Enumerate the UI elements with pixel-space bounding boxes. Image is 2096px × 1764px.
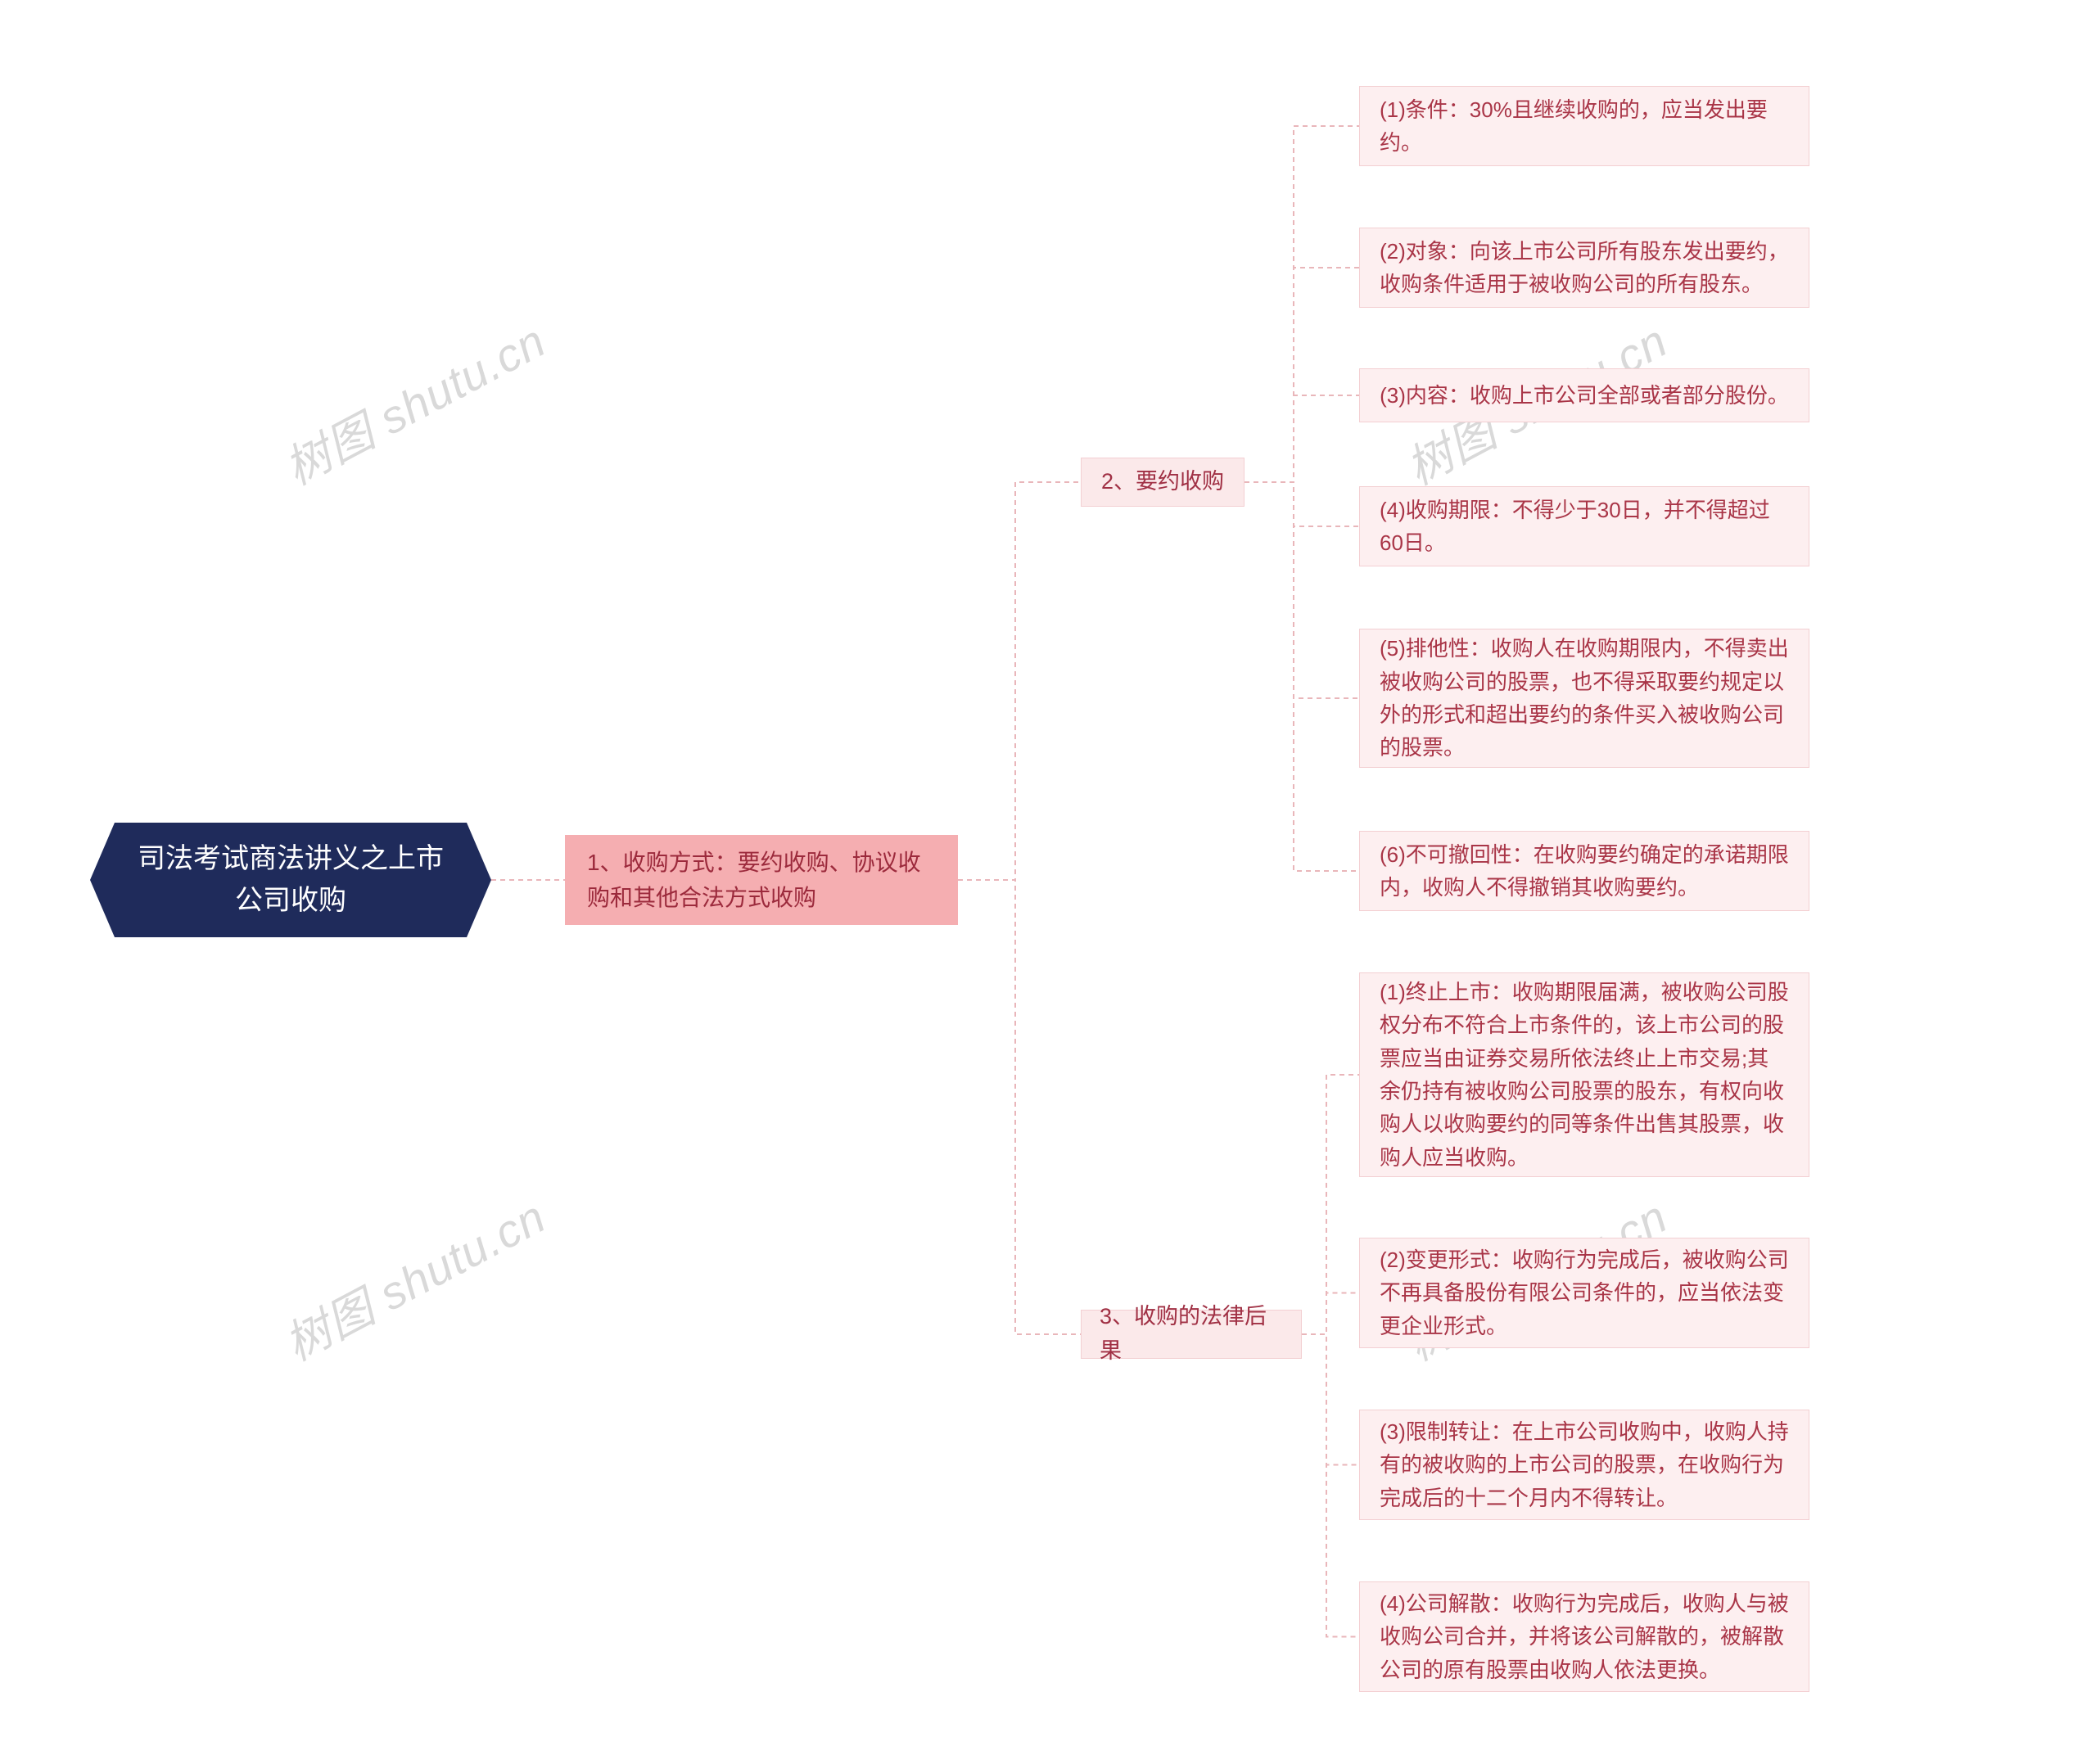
leaf-node: (3)内容：收购上市公司全部或者部分股份。: [1359, 368, 1809, 422]
level2-node: 3、收购的法律后果: [1081, 1310, 1302, 1359]
root-node: 司法考试商法讲义之上市公司收购: [115, 823, 467, 937]
leaf-node: (1)条件：30%且继续收购的，应当发出要约。: [1359, 86, 1809, 166]
leaf-label: (2)对象：向该上市公司所有股东发出要约，收购条件适用于被收购公司的所有股东。: [1380, 235, 1789, 301]
leaf-label: (3)内容：收购上市公司全部或者部分股份。: [1380, 379, 1789, 412]
root-label: 司法考试商法讲义之上市公司收购: [131, 838, 450, 922]
level2-label: 2、要约收购: [1101, 465, 1224, 499]
level1-node: 1、收购方式：要约收购、协议收购和其他合法方式收购: [565, 835, 958, 925]
watermark: 树图 shutu.cn: [271, 1181, 555, 1374]
leaf-label: (4)收购期限：不得少于30日，并不得超过60日。: [1380, 494, 1789, 560]
leaf-node: (3)限制转让：在上市公司收购中，收购人持有的被收购的上市公司的股票，在收购行为…: [1359, 1410, 1809, 1520]
leaf-node: (2)变更形式：收购行为完成后，被收购公司不再具备股份有限公司条件的，应当依法变…: [1359, 1238, 1809, 1348]
leaf-node: (5)排他性：收购人在收购期限内，不得卖出被收购公司的股票，也不得采取要约规定以…: [1359, 629, 1809, 768]
leaf-label: (2)变更形式：收购行为完成后，被收购公司不再具备股份有限公司条件的，应当依法变…: [1380, 1243, 1789, 1342]
leaf-node: (4)公司解散：收购行为完成后，收购人与被收购公司合并，并将该公司解散的，被解散…: [1359, 1581, 1809, 1692]
leaf-label: (6)不可撤回性：在收购要约确定的承诺期限内，收购人不得撤销其收购要约。: [1380, 838, 1789, 905]
leaf-node: (1)终止上市：收购期限届满，被收购公司股权分布不符合上市条件的，该上市公司的股…: [1359, 972, 1809, 1177]
leaf-node: (2)对象：向该上市公司所有股东发出要约，收购条件适用于被收购公司的所有股东。: [1359, 228, 1809, 308]
level2-node: 2、要约收购: [1081, 458, 1244, 507]
leaf-label: (1)终止上市：收购期限届满，被收购公司股权分布不符合上市条件的，该上市公司的股…: [1380, 976, 1789, 1174]
leaf-label: (5)排他性：收购人在收购期限内，不得卖出被收购公司的股票，也不得采取要约规定以…: [1380, 632, 1789, 764]
watermark: 树图 shutu.cn: [271, 305, 555, 499]
leaf-label: (1)条件：30%且继续收购的，应当发出要约。: [1380, 93, 1789, 160]
leaf-label: (4)公司解散：收购行为完成后，收购人与被收购公司合并，并将该公司解散的，被解散…: [1380, 1587, 1789, 1686]
leaf-node: (6)不可撤回性：在收购要约确定的承诺期限内，收购人不得撤销其收购要约。: [1359, 831, 1809, 911]
level1-label: 1、收购方式：要约收购、协议收购和其他合法方式收购: [587, 845, 936, 916]
level2-label: 3、收购的法律后果: [1100, 1300, 1283, 1369]
leaf-label: (3)限制转让：在上市公司收购中，收购人持有的被收购的上市公司的股票，在收购行为…: [1380, 1415, 1789, 1514]
leaf-node: (4)收购期限：不得少于30日，并不得超过60日。: [1359, 486, 1809, 566]
mindmap-canvas: 树图 shutu.cn 树图 shutu.cn 树图 shutu.cn 树图 s…: [0, 0, 2096, 1764]
